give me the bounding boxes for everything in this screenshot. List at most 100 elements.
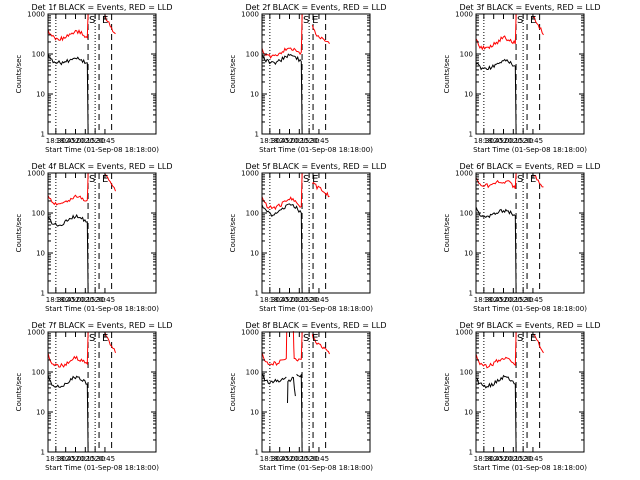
x-axis-label: Start Time (01-Sep-08 18:18:00)	[473, 146, 587, 154]
series-line-lld	[311, 334, 330, 355]
panel-title: Det 6f BLACK = Events, RED = LLD	[459, 162, 600, 171]
x-tick-label: 18:30	[46, 296, 66, 304]
plot-frame	[261, 172, 371, 294]
series-line-lld	[47, 172, 89, 206]
x-tick-label: 20:45	[523, 455, 543, 463]
series-line-lld	[261, 172, 303, 211]
y-tick-label: 100	[460, 210, 473, 218]
panel-title: Det 9f BLACK = Events, RED = LLD	[459, 321, 600, 330]
x-tick-label: 18:45	[270, 296, 290, 304]
x-tick-label: 20:00	[279, 296, 299, 304]
y-axis-label: Counts/sec	[15, 214, 23, 253]
panel-title: Det 5f BLACK = Events, RED = LLD	[245, 162, 386, 171]
y-tick-label: 1	[255, 131, 259, 139]
plot-frame	[475, 331, 585, 453]
series-line-events	[47, 375, 89, 453]
plot-frame	[475, 13, 585, 135]
x-tick-label: 20:15	[503, 296, 523, 304]
y-tick-label: 100	[32, 210, 45, 218]
x-tick-label: 18:45	[270, 137, 290, 145]
series-line-lld	[292, 331, 303, 362]
series-line-lld	[261, 13, 303, 60]
x-tick-label: 20:45	[309, 455, 329, 463]
x-tick-label: 20:00	[279, 137, 299, 145]
x-axis-label: Start Time (01-Sep-08 18:18:00)	[45, 305, 159, 313]
marker-label-s: S	[517, 333, 523, 344]
chart-panel-9: Det 9f BLACK = Events, RED = LLD 1 10 100 10…	[443, 321, 601, 472]
y-tick-label: 1	[41, 131, 45, 139]
series-line-events	[296, 373, 303, 453]
x-axis-label: Start Time (01-Sep-08 18:18:00)	[259, 464, 373, 472]
x-tick-label: 20:30	[513, 455, 533, 463]
series-line-events	[475, 374, 517, 453]
y-tick-label: 100	[246, 369, 259, 377]
series-line-lld	[47, 331, 89, 368]
y-tick-label: 1	[41, 449, 45, 457]
chart-panel-4: Det 4f BLACK = Events, RED = LLD 1 10 100 10…	[15, 162, 173, 313]
x-tick-label: 18:45	[270, 455, 290, 463]
y-tick-label: 1000	[455, 170, 473, 178]
y-tick-label: 1000	[27, 170, 45, 178]
series-line-events	[47, 213, 89, 294]
x-tick-label: 20:00	[493, 455, 513, 463]
y-axis-label: Counts/sec	[229, 214, 237, 253]
x-tick-label: 20:15	[503, 137, 523, 145]
chart-panel-8: Det 8f BLACK = Events, RED = LLD 1 10 100 10…	[229, 321, 387, 472]
series-line-lld	[532, 174, 544, 188]
marker-label-s: S	[89, 15, 95, 26]
marker-label-e: E	[530, 174, 536, 185]
x-tick-label: 20:00	[493, 296, 513, 304]
x-tick-label: 20:15	[503, 455, 523, 463]
marker-label-s: S	[89, 333, 95, 344]
y-tick-label: 10	[250, 409, 259, 417]
marker-label-e: E	[102, 333, 108, 344]
x-tick-label: 18:45	[56, 296, 76, 304]
x-tick-label: 20:45	[95, 296, 115, 304]
plot-frame	[47, 331, 157, 453]
x-axis-label: Start Time (01-Sep-08 18:18:00)	[259, 146, 373, 154]
x-tick-label: 20:15	[75, 455, 95, 463]
y-tick-label: 1	[469, 131, 473, 139]
y-tick-label: 10	[36, 409, 45, 417]
y-tick-label: 10	[250, 91, 259, 99]
x-tick-label: 20:45	[309, 296, 329, 304]
chart-panel-1: Det 1f BLACK = Events, RED = LLD 1 10 100 10…	[15, 3, 173, 154]
y-tick-label: 1	[41, 290, 45, 298]
x-tick-label: 18:30	[260, 296, 280, 304]
x-tick-label: 20:30	[299, 137, 319, 145]
x-tick-label: 20:45	[95, 455, 115, 463]
y-tick-label: 100	[32, 369, 45, 377]
x-tick-label: 18:30	[474, 296, 494, 304]
y-tick-label: 10	[36, 91, 45, 99]
series-line-lld	[475, 13, 517, 51]
marker-label-e: E	[530, 15, 536, 26]
x-axis-label: Start Time (01-Sep-08 18:18:00)	[45, 464, 159, 472]
marker-label-s: S	[89, 174, 95, 185]
x-tick-label: 20:15	[75, 137, 95, 145]
y-tick-label: 1000	[455, 11, 473, 19]
marker-label-e: E	[312, 333, 318, 344]
x-axis-label: Start Time (01-Sep-08 18:18:00)	[473, 305, 587, 313]
x-tick-label: 20:15	[289, 455, 309, 463]
plot-frame	[261, 331, 371, 453]
series-line-events	[261, 372, 287, 385]
series-line-lld	[311, 181, 330, 198]
x-tick-label: 20:15	[289, 137, 309, 145]
y-tick-label: 10	[36, 250, 45, 258]
x-tick-label: 18:30	[260, 455, 280, 463]
x-tick-label: 20:30	[513, 296, 533, 304]
series-line-events	[47, 53, 89, 135]
y-axis-label: Counts/sec	[229, 373, 237, 412]
y-tick-label: 1000	[241, 329, 259, 337]
x-tick-label: 20:00	[279, 455, 299, 463]
y-tick-label: 1000	[27, 329, 45, 337]
series-line-lld	[261, 331, 288, 366]
panel-title: Det 1f BLACK = Events, RED = LLD	[31, 3, 172, 12]
series-line-lld	[104, 14, 116, 35]
series-line-lld	[104, 173, 116, 192]
series-line-lld	[475, 331, 517, 369]
x-axis-label: Start Time (01-Sep-08 18:18:00)	[473, 464, 587, 472]
plot-frame	[475, 172, 585, 294]
series-line-events	[475, 206, 517, 294]
